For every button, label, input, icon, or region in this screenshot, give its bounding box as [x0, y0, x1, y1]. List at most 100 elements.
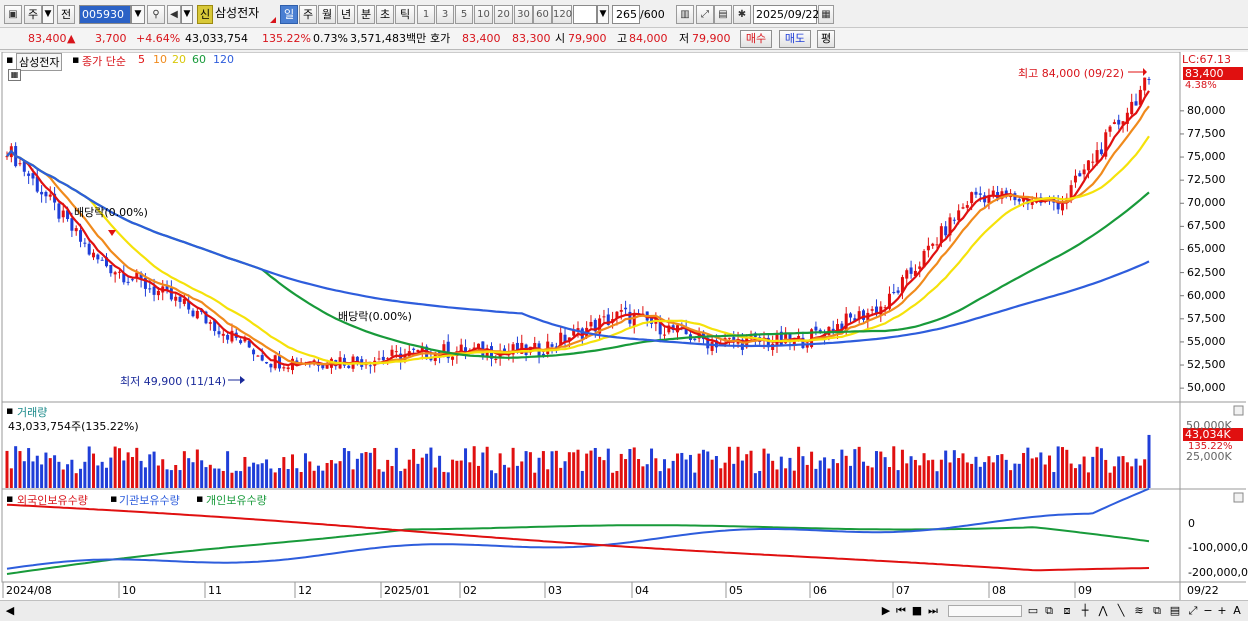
- candle-body: [57, 203, 61, 219]
- volume-bar: [1065, 449, 1069, 488]
- candle-body: [909, 267, 913, 274]
- volume-bar: [887, 467, 891, 488]
- trendline-icon[interactable]: ╲: [1117, 604, 1125, 617]
- draw-tools-icon[interactable]: ⤢: [696, 5, 714, 24]
- volume-bar: [308, 461, 312, 488]
- bid-label: 호가: [430, 32, 451, 45]
- candle-body: [515, 342, 519, 353]
- zoom-out-icon[interactable]: −: [1203, 604, 1213, 617]
- new-badge[interactable]: 신: [197, 5, 213, 24]
- chart-canvas[interactable]: [0, 52, 1248, 600]
- scroll-right-icon[interactable]: ▶: [881, 604, 891, 617]
- stock-code-input[interactable]: 005930: [79, 5, 131, 24]
- speaker-icon[interactable]: ◀: [167, 5, 181, 24]
- speaker-dropdown-icon[interactable]: ▼: [181, 5, 193, 24]
- layout-icon[interactable]: ▭: [1027, 604, 1039, 617]
- custom-interval-input[interactable]: [573, 5, 597, 24]
- split-icon[interactable]: ⧉: [1045, 604, 1053, 617]
- sell-button[interactable]: 매도: [779, 30, 811, 48]
- candle-body: [944, 226, 948, 236]
- font-size-icon[interactable]: A: [1233, 604, 1241, 617]
- buy-button[interactable]: 매수: [740, 30, 772, 48]
- scroll-left-icon[interactable]: ◀: [5, 604, 15, 617]
- volume-bar: [342, 448, 346, 488]
- last-page-icon[interactable]: ⏭: [928, 604, 938, 617]
- open-label: 시: [555, 32, 566, 45]
- search-icon[interactable]: ⚲: [147, 5, 165, 24]
- eval-button[interactable]: 평: [817, 30, 835, 48]
- interval-3[interactable]: 3: [436, 5, 454, 24]
- data-count-total: /600: [640, 8, 665, 21]
- first-page-icon[interactable]: ⏮: [896, 604, 906, 617]
- period-minute[interactable]: 분: [357, 5, 375, 24]
- crosshair-icon[interactable]: ┼: [1081, 604, 1089, 617]
- open-price: 79,900: [568, 32, 607, 45]
- volume-bar: [667, 468, 671, 488]
- holder-series-individual: 개인보유수량: [206, 494, 267, 507]
- candle-body: [152, 286, 156, 295]
- period-year[interactable]: 년: [337, 5, 355, 24]
- interval-1[interactable]: 1: [417, 5, 435, 24]
- period-week[interactable]: 주: [299, 5, 317, 24]
- date-input[interactable]: 2025/09/22: [753, 5, 819, 24]
- volume-bar: [892, 446, 896, 488]
- holder-individual-line: [6, 524, 1150, 575]
- compare-icon[interactable]: ⧈: [1063, 604, 1071, 617]
- dividend-marker-icon: [108, 230, 116, 236]
- x-axis-label: 07: [896, 584, 910, 597]
- calendar-icon[interactable]: ▦: [818, 5, 834, 24]
- interval-10[interactable]: 10: [474, 5, 493, 24]
- stop-icon[interactable]: ■: [911, 604, 923, 617]
- period-month[interactable]: 월: [318, 5, 336, 24]
- interval-5[interactable]: 5: [455, 5, 473, 24]
- chart-scroll-bar[interactable]: ◀ ▶ ⏮ ■ ⏭ ▭ ⧉ ⧈ ┼ ⋀ ╲ ≋ ⧉ ▤ ⤢ − + A: [0, 600, 1248, 621]
- zoom-in-icon[interactable]: +: [1217, 604, 1227, 617]
- period-second[interactable]: 초: [376, 5, 394, 24]
- chart-area[interactable]: ▪ 삼성전자 ▪ 종가 단순 5 10 20 60 120 ▦ LC:67.13…: [0, 52, 1248, 600]
- volume-bar: [96, 465, 100, 488]
- candle-type-icon[interactable]: ▥: [676, 5, 694, 24]
- custom-interval-dropdown-icon[interactable]: ▼: [597, 5, 609, 24]
- period-tick[interactable]: 틱: [395, 5, 415, 24]
- candle-body: [451, 356, 455, 360]
- candle-body: [1117, 119, 1121, 125]
- legend-dot-icon: ▪: [6, 404, 14, 417]
- interval-30[interactable]: 30: [514, 5, 533, 24]
- pattern-icon[interactable]: ⋀: [1098, 604, 1108, 617]
- volume-bar: [316, 465, 320, 488]
- high-annotation: 최고 84,000 (09/22): [1018, 67, 1125, 80]
- print-icon[interactable]: ▤: [1169, 604, 1181, 617]
- data-count-input[interactable]: 265: [612, 5, 640, 24]
- code-dropdown-icon[interactable]: ▼: [131, 5, 145, 24]
- volume-bar: [957, 458, 961, 488]
- candle-body: [667, 325, 671, 333]
- volume-bar: [269, 468, 273, 488]
- candle-body: [87, 243, 91, 255]
- copy-icon[interactable]: ⧉: [1153, 604, 1161, 617]
- market-dropdown-icon[interactable]: ▼: [42, 5, 54, 24]
- type-select[interactable]: 전: [57, 5, 75, 24]
- market-select[interactable]: 주: [24, 5, 42, 24]
- interval-20[interactable]: 20: [494, 5, 513, 24]
- save-icon[interactable]: ▤: [714, 5, 732, 24]
- expand-icon[interactable]: ⤢: [1188, 604, 1198, 617]
- interval-120[interactable]: 120: [552, 5, 572, 24]
- settings-gear-icon[interactable]: ✱: [733, 5, 751, 24]
- candle-body: [239, 340, 243, 344]
- grid-toggle-icon[interactable]: ▦: [8, 69, 21, 81]
- candle-body: [204, 311, 208, 324]
- stock-label[interactable]: 삼성전자: [16, 53, 63, 71]
- candle-body: [801, 337, 805, 348]
- high-arrow-icon: [1143, 68, 1147, 76]
- volume-bar: [931, 459, 935, 488]
- period-day[interactable]: 일: [280, 5, 298, 24]
- candle-body: [805, 344, 809, 348]
- volume-ratio: 135.22%: [262, 32, 311, 45]
- interval-60[interactable]: 60: [533, 5, 552, 24]
- price-tick-label: 52,500: [1187, 358, 1226, 372]
- chart-menu-icon[interactable]: ▣: [4, 5, 22, 24]
- zoom-slider[interactable]: [948, 605, 1022, 617]
- fib-icon[interactable]: ≋: [1134, 604, 1144, 617]
- volume-bar: [53, 455, 57, 488]
- volume-bar: [814, 468, 818, 488]
